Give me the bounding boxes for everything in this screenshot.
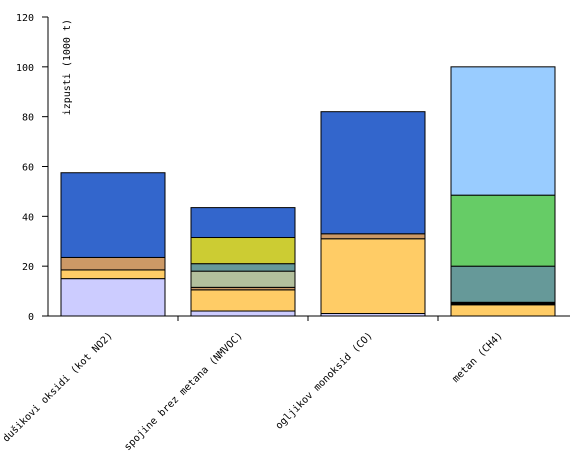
y-tick-label: 40: [22, 212, 34, 223]
bar-segment: [190, 289, 296, 312]
bar-segment: [60, 269, 166, 280]
x-tick-label: metan (CH4): [451, 330, 506, 385]
y-axis-label: izpusti (1000 t): [62, 19, 73, 115]
bar-segment: [60, 172, 166, 258]
bar-segment: [190, 237, 296, 265]
bar-segment: [60, 278, 166, 317]
bar-segment: [450, 265, 556, 303]
y-tick-label: 120: [16, 13, 34, 24]
bar-segment: [450, 304, 556, 317]
bar-segment: [190, 263, 296, 272]
bar-segment: [190, 310, 296, 317]
bar-segment: [450, 194, 556, 267]
bar-segment: [320, 233, 426, 240]
bar-segment: [320, 238, 426, 315]
y-tick-label: 80: [22, 113, 34, 124]
bar-segment: [320, 111, 426, 235]
bar-segment: [190, 207, 296, 239]
bar-segment: [450, 66, 556, 196]
bar-segment: [60, 256, 166, 271]
y-tick-label: 100: [16, 63, 34, 74]
y-tick-label: 60: [22, 163, 34, 174]
x-tick-label: dušikovi oksidi (kot NO2): [0, 330, 115, 445]
x-tick-label: ogljikov monoksid (CO): [274, 330, 375, 431]
y-tick-label: 20: [22, 262, 34, 273]
bar-segment: [190, 270, 296, 288]
x-tick-label: ke spojine brez metana (NMVOC): [110, 330, 245, 452]
y-tick-label: 0: [28, 312, 34, 323]
